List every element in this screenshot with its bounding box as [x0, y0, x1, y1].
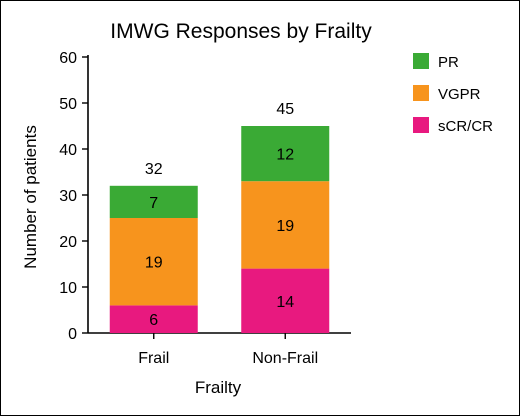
legend-label: sCR/CR — [438, 118, 493, 135]
chart-title: IMWG Responses by Frailty — [110, 20, 372, 43]
y-tick-label: 50 — [59, 96, 77, 113]
bar-segment — [109, 218, 198, 306]
y-tick-label: 60 — [59, 50, 77, 67]
legend-swatch — [413, 117, 429, 133]
y-tick-label: 20 — [59, 234, 77, 251]
y-tick-label: 30 — [59, 188, 77, 205]
bar-segment — [109, 185, 198, 218]
legend-swatch — [413, 85, 429, 101]
bar-segment — [241, 126, 330, 182]
bar-segment — [109, 305, 198, 333]
legend: PR VGPR sCR/CR — [413, 53, 493, 135]
data-label: 19 — [145, 255, 163, 272]
bar-segment — [241, 181, 330, 269]
plot-area: 0 10 20 30 40 50 60 Frail 6 19 7 32 Non-Frail 14 19 12 4… — [59, 50, 351, 367]
y-tick-label: 40 — [59, 142, 77, 159]
legend-label: VGPR — [438, 86, 481, 103]
data-label: 19 — [276, 218, 294, 235]
data-label: 6 — [149, 312, 158, 329]
y-tick-label: 0 — [68, 326, 77, 343]
total-label: 32 — [145, 161, 163, 178]
y-tick-label: 10 — [59, 280, 77, 297]
x-tick-label: Non-Frail — [252, 350, 318, 367]
x-axis-label: Frailty — [195, 378, 242, 397]
y-axis-label: Number of patients — [21, 125, 40, 269]
bar-segment — [241, 268, 330, 333]
legend-label: PR — [438, 54, 459, 71]
total-label: 45 — [276, 101, 294, 118]
data-label: 14 — [276, 294, 294, 311]
data-label: 7 — [149, 195, 158, 212]
legend-swatch — [413, 53, 429, 69]
data-label: 12 — [276, 147, 294, 164]
x-tick-label: Frail — [138, 350, 169, 367]
